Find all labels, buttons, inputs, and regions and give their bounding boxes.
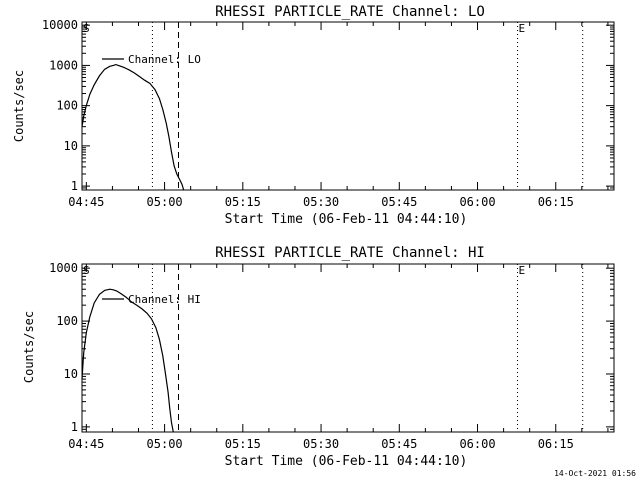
series-line-lo	[81, 63, 185, 191]
x-ticks-hi: 04:45 05:00 05:15 05:30 05:45 06:00 06:15	[68, 264, 609, 451]
time-marker-label-hi: E	[519, 264, 526, 277]
time-marker-label-lo: S	[83, 22, 90, 35]
x-tick-label-hi: 05:00	[147, 437, 183, 451]
x-tick-label-hi: 05:45	[381, 437, 417, 451]
panel-hi: RHESSI PARTICLE_RATE Channel: HI Start T…	[22, 245, 615, 469]
x-axis-label-lo: Start Time (06-Feb-11 04:44:10)	[225, 212, 468, 227]
x-axis-label-hi: Start Time (06-Feb-11 04:44:10)	[225, 454, 468, 469]
x-ticks-lo: 04:45 05:00 05:15 05:30 05:45 06:00 06:15	[68, 22, 609, 209]
y-axis-label-lo: Counts/sec	[12, 70, 26, 142]
y-ticks-hi: 1 10 100 1000	[49, 261, 614, 434]
legend-label-lo: Channel: LO	[128, 53, 201, 66]
x-tick-label-lo: 06:15	[538, 195, 574, 209]
x-tick-label-hi: 05:15	[225, 437, 261, 451]
y-tick-label-hi: 1000	[49, 261, 78, 275]
chart-title-hi: RHESSI PARTICLE_RATE Channel: HI	[215, 245, 485, 261]
y-tick-label-lo: 1	[71, 179, 78, 193]
x-tick-label-hi: 05:30	[303, 437, 339, 451]
time-marker-label-hi: S	[83, 264, 90, 277]
x-tick-label-hi: 06:00	[459, 437, 495, 451]
x-tick-label-lo: 06:00	[459, 195, 495, 209]
x-tick-label-lo: 05:30	[303, 195, 339, 209]
y-tick-label-hi: 10	[64, 367, 78, 381]
x-tick-label-hi: 04:45	[68, 437, 104, 451]
series-line-hi	[81, 288, 174, 433]
x-tick-label-hi: 06:15	[538, 437, 574, 451]
legend-label-hi: Channel: HI	[128, 293, 201, 306]
y-tick-label-lo: 100	[56, 99, 78, 113]
generation-timestamp: 14-Oct-2021 01:56	[554, 469, 636, 478]
y-tick-label-lo: 1000	[49, 58, 78, 72]
y-axis-label-hi: Counts/sec	[22, 311, 36, 383]
x-tick-label-lo: 05:15	[225, 195, 261, 209]
y-tick-label-lo: 10000	[42, 18, 78, 32]
chart-title-lo: RHESSI PARTICLE_RATE Channel: LO	[215, 4, 485, 20]
time-marker-label-lo: E	[519, 22, 526, 35]
y-tick-label-hi: 1	[71, 420, 78, 434]
panel-lo: RHESSI PARTICLE_RATE Channel: LO Start T…	[12, 4, 615, 227]
x-tick-label-lo: 05:45	[381, 195, 417, 209]
y-ticks-lo: 1 10 100 1000 10000	[42, 18, 614, 193]
y-tick-label-hi: 100	[56, 314, 78, 328]
x-tick-label-lo: 04:45	[68, 195, 104, 209]
x-tick-label-lo: 05:00	[147, 195, 183, 209]
y-tick-label-lo: 10	[64, 139, 78, 153]
plot-frame-hi	[81, 263, 615, 433]
